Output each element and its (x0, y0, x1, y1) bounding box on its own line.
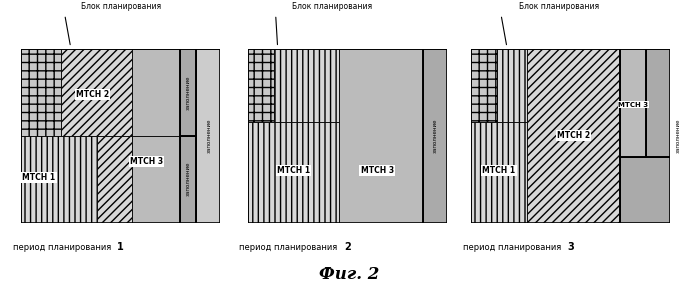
Text: MTCH 1: MTCH 1 (482, 166, 516, 175)
Bar (196, 49, 220, 223)
Text: период планирования: период планирования (239, 242, 340, 252)
Bar (61, 49, 133, 136)
Bar (180, 49, 196, 136)
Text: MTCH 3: MTCH 3 (618, 102, 648, 108)
Bar (274, 49, 339, 122)
Bar (180, 136, 196, 223)
Bar (248, 122, 339, 223)
Bar (248, 49, 423, 223)
Text: заполнение: заполнение (186, 75, 191, 110)
Bar (423, 49, 447, 223)
Bar (339, 49, 423, 223)
Bar (621, 49, 646, 157)
Bar (423, 49, 447, 223)
Text: Блок планирования: Блок планирования (292, 2, 371, 11)
Text: 1: 1 (117, 242, 124, 252)
Text: MTCH 1: MTCH 1 (277, 166, 310, 175)
Bar (621, 49, 646, 157)
Text: Фиг. 2: Фиг. 2 (319, 266, 379, 283)
Text: период планирования: период планирования (463, 242, 564, 252)
Text: Блок планирования: Блок планирования (519, 2, 599, 11)
Text: заполнение: заполнение (186, 162, 191, 197)
Text: заполнение: заполнение (432, 118, 437, 153)
Bar (471, 49, 621, 223)
Bar (621, 157, 670, 223)
Text: MTCH 3: MTCH 3 (361, 166, 394, 175)
Text: 2: 2 (343, 242, 350, 252)
Bar (248, 49, 274, 122)
Bar (621, 157, 670, 223)
Bar (196, 49, 220, 223)
Bar (497, 49, 527, 122)
Bar (133, 49, 180, 136)
Text: заполнение: заполнение (207, 118, 211, 153)
Text: Блок планирования: Блок планирования (80, 2, 161, 11)
Bar (180, 49, 196, 136)
Bar (646, 49, 670, 157)
Bar (96, 136, 133, 223)
Bar (527, 49, 621, 223)
Bar (133, 136, 180, 223)
Bar (21, 49, 61, 136)
Text: заполнение: заполнение (676, 118, 681, 153)
Text: MTCH 2: MTCH 2 (76, 90, 109, 99)
Text: период планирования: период планирования (13, 242, 113, 252)
Bar (646, 49, 670, 157)
Text: 3: 3 (567, 242, 574, 252)
Text: MTCH 2: MTCH 2 (557, 131, 591, 140)
Text: MTCH 1: MTCH 1 (22, 173, 55, 182)
Bar (471, 122, 527, 223)
Bar (471, 49, 497, 122)
Bar (180, 136, 196, 223)
Text: MTCH 3: MTCH 3 (130, 157, 163, 166)
Bar (21, 136, 96, 223)
Bar (21, 49, 180, 223)
